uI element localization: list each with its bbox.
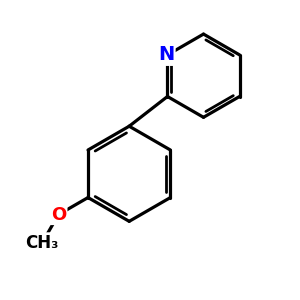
Text: CH₃: CH₃: [26, 234, 59, 252]
Text: O: O: [51, 206, 66, 224]
Text: N: N: [158, 45, 174, 64]
